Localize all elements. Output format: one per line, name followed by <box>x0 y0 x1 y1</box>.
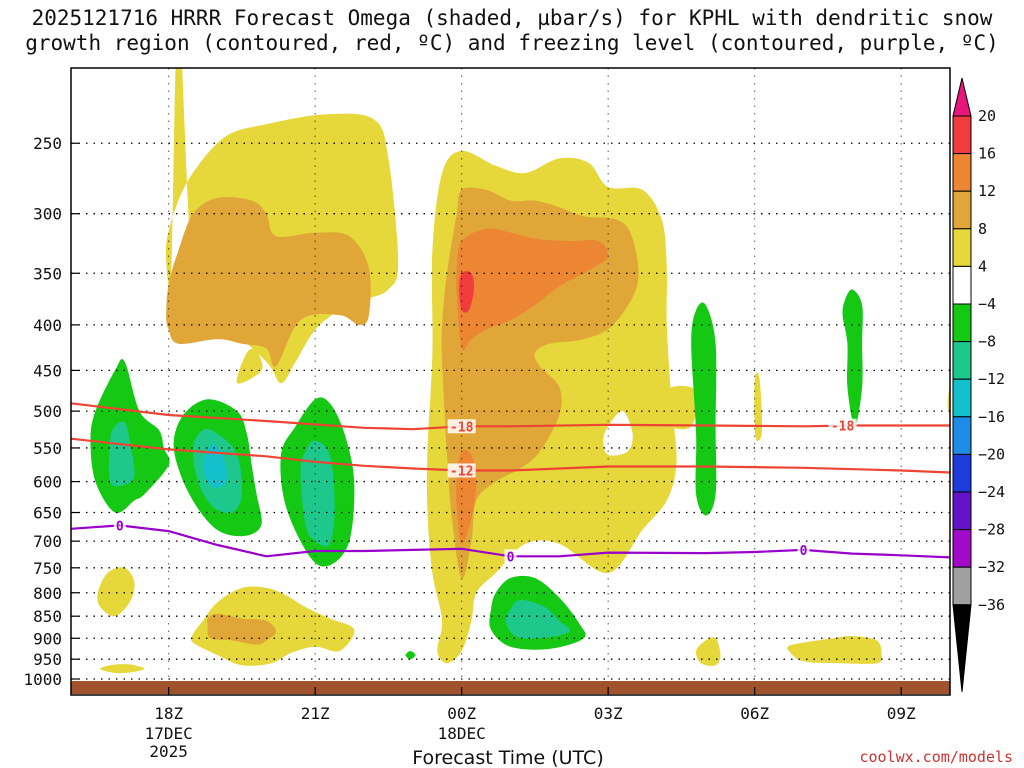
colorbar-bin-8 to 12 <box>952 190 972 230</box>
omega-region-7-positive <box>236 348 263 384</box>
contour-0 <box>71 524 950 559</box>
omega-region-25-negative <box>505 599 570 639</box>
colorbar-label-6: −8 <box>978 333 996 351</box>
colorbar-bin-16 to 20 <box>952 115 972 155</box>
xtick-sublabel-2025: 2025 <box>149 742 188 761</box>
contour-label-bg <box>828 418 857 433</box>
contour--12 <box>71 437 950 474</box>
credit-text: coolwx.com/models <box>859 748 1013 766</box>
colorbar-bin--24 to -20 <box>952 453 972 493</box>
colorbar-bin--36 to -32 <box>952 566 972 606</box>
omega-region-8-positive <box>651 385 698 430</box>
colorbar-label-10: −24 <box>978 483 1005 501</box>
ytick-label-750: 750 <box>33 559 62 578</box>
ytick-label-1000: 1000 <box>23 670 62 689</box>
colorbar-bottom-arrow <box>952 604 972 693</box>
omega-region-6-positive <box>459 271 474 313</box>
contour-label--12-0: -12 <box>450 464 473 479</box>
ytick-label-950: 950 <box>33 650 62 669</box>
colorbar-bin--20 to -16 <box>952 416 972 455</box>
xtick-label-18Z: 18Z <box>154 704 183 723</box>
xtick-label-06Z: 06Z <box>740 704 769 723</box>
omega-region-9-positive <box>754 372 763 442</box>
ytick-label-850: 850 <box>33 607 62 626</box>
ytick-label-400: 400 <box>33 316 62 335</box>
xtick-label-21Z: 21Z <box>301 704 330 723</box>
omega-region-16-positive <box>787 636 882 664</box>
omega-region-26-negative <box>691 302 717 516</box>
xtick-label-00Z: 00Z <box>447 704 476 723</box>
colorbar-label-7: −12 <box>978 370 1005 388</box>
colorbar-bin--16 to -12 <box>952 378 972 418</box>
colorbar-label-8: −16 <box>978 408 1005 426</box>
chart-title: 2025121716 HRRR Forecast Omega (shaded, … <box>25 6 999 55</box>
colorbar-label-0: 20 <box>978 107 996 125</box>
colorbar-label-12: −32 <box>978 558 1005 576</box>
colorbar-label-13: −36 <box>978 596 1005 614</box>
colorbar-label-11: −28 <box>978 521 1005 539</box>
plot-frame <box>70 67 951 696</box>
contour-label-bg <box>113 518 126 533</box>
ytick-label-600: 600 <box>33 473 62 492</box>
contour-label-0-0: 0 <box>116 519 124 534</box>
contour-label-0-1: 0 <box>507 550 515 565</box>
colorbar-bin--4 to 4 <box>952 265 972 305</box>
ytick-label-700: 700 <box>33 532 62 551</box>
colorbar-bin-12 to 16 <box>952 153 972 192</box>
axes: 250 300 350 400 450 500 550 600 650 700 750 800 850 9… <box>23 134 916 761</box>
ytick-label-800: 800 <box>33 584 62 603</box>
ytick-label-300: 300 <box>33 205 62 224</box>
colorbar-label-3: 8 <box>978 220 987 238</box>
omega-region-11-positive <box>97 567 135 617</box>
colorbar-label-1: 16 <box>978 145 996 163</box>
omega-region-28-negative <box>405 651 416 660</box>
contour-label-bg <box>797 542 810 557</box>
ytick-label-350: 350 <box>33 264 62 283</box>
omega-region-29-positive <box>603 411 633 456</box>
omega-region-4-positive <box>456 228 609 351</box>
colorbar: 20 16 12 8 4 −4 −8 −12 −16 −20 −24 −28 −32 −36 <box>952 77 1005 693</box>
ytick-label-250: 250 <box>33 134 62 153</box>
omega-region-14-positive <box>100 664 145 674</box>
contour-label-bg <box>447 419 476 434</box>
omega-region-18-negative <box>108 421 135 487</box>
colorbar-label-2: 12 <box>978 182 996 200</box>
xtick-sublabel-17DEC: 17DEC <box>145 724 193 743</box>
colorbar-label-9: −20 <box>978 445 1005 463</box>
colorbar-label-5: −4 <box>978 295 996 313</box>
ytick-label-650: 650 <box>33 504 62 523</box>
ground-bar <box>71 681 950 694</box>
omega-region-1-positive <box>166 197 371 367</box>
contour-label--18-1: -18 <box>831 420 855 435</box>
colorbar-bin--12 to -8 <box>952 341 972 380</box>
xtick-label-09Z: 09Z <box>887 704 916 723</box>
contour-label--18-0: -18 <box>450 420 474 435</box>
contour-label-0-2: 0 <box>800 544 808 559</box>
colorbar-bin--8 to -4 <box>952 303 972 343</box>
omega-region-27-negative <box>842 289 863 427</box>
contour-label-bg <box>504 549 517 564</box>
xtick-label-03Z: 03Z <box>594 704 623 723</box>
ytick-label-900: 900 <box>33 629 62 648</box>
colorbar-label-4: 4 <box>978 257 987 275</box>
omega-shading <box>90 68 950 674</box>
omega-region-13-positive <box>206 613 277 645</box>
colorbar-bin--32 to -28 <box>952 529 972 568</box>
omega-region-21-negative <box>202 444 228 489</box>
colorbar-bin-4 to 8 <box>952 228 972 267</box>
xtick-sublabel-18DEC: 18DEC <box>438 724 486 743</box>
x-axis-label: Forecast Time (UTC) <box>412 747 603 768</box>
contour-label-bg <box>447 463 476 478</box>
colorbar-bin--28 to -24 <box>952 491 972 531</box>
ytick-label-500: 500 <box>33 402 62 421</box>
temperature-contours: -18 -18 -12 0 0 0 <box>71 402 950 565</box>
ytick-label-450: 450 <box>33 361 62 380</box>
contour--18 <box>71 402 950 431</box>
ytick-label-550: 550 <box>33 439 62 458</box>
omega-region-23-negative <box>300 440 335 547</box>
colorbar-top-arrow <box>952 77 972 117</box>
